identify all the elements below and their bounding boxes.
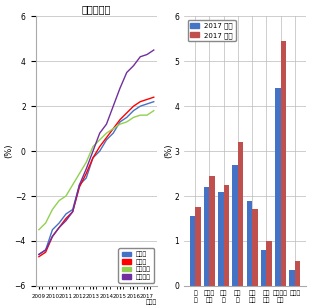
Bar [266,241,272,286]
Bar [232,165,238,286]
Bar [261,250,266,286]
Bar [295,261,300,286]
Bar [210,176,215,286]
Bar [275,88,281,286]
Bar [195,207,201,286]
Bar [290,270,295,286]
Bar [252,209,258,286]
Bar [190,216,195,286]
Bar [218,192,224,286]
Bar [247,200,252,286]
Bar [224,185,229,286]
Y-axis label: (%): (%) [164,144,173,158]
Bar [281,41,286,286]
Text: （年）: （年） [146,299,157,305]
Legend: 2017 前半, 2017 後半: 2017 前半, 2017 後半 [188,20,236,41]
Bar [238,142,243,286]
Y-axis label: (%): (%) [4,144,13,158]
Bar [204,187,210,286]
Title: （商業地）: （商業地） [82,4,111,14]
Legend: 東京圏, 大阪圏, 名古屋圏, 地方四市: 東京圏, 大阪圏, 名古屋圏, 地方四市 [118,248,154,283]
